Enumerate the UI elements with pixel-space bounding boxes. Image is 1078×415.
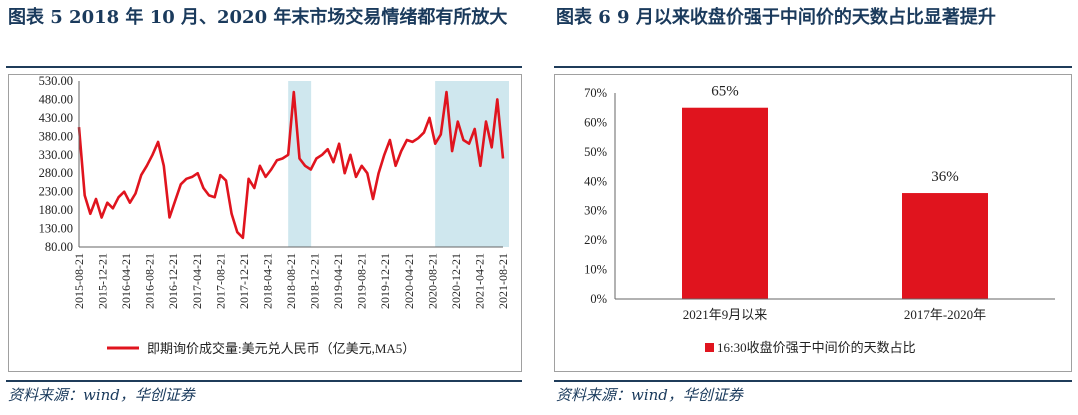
bar-chart: 0% 10% 20% 30% 40% 50% 60% 70% 65% 2021年9月以来 36% 2…	[584, 84, 1055, 355]
y-tick-label: 20%	[584, 233, 607, 247]
x-tick-label: 2018-12-21	[308, 253, 322, 309]
y-tick-label: 10%	[584, 263, 607, 277]
left-chart-frame: 80.00 130.00 180.00 230.00 280.00 330.00 380.0…	[8, 74, 522, 372]
x-tick-label: 2021-04-21	[472, 253, 486, 309]
right-source-note: 资料来源：wind，华创证券	[556, 386, 743, 404]
line-series-volume	[77, 90, 505, 240]
y-tick-label: 130.00	[39, 222, 73, 236]
left-title-rule	[6, 66, 522, 68]
line-chart: 80.00 130.00 180.00 230.00 280.00 330.00 380.0…	[39, 74, 510, 356]
x-category-label: 2021年9月以来	[683, 307, 768, 322]
y-tick-label: 280.00	[39, 166, 73, 180]
y-tick-label: 50%	[584, 145, 607, 159]
bar-legend-label: 16:30收盘价强于中间价的天数占比	[717, 340, 916, 355]
right-title-rule	[554, 66, 1072, 68]
x-tick-label: 2020-08-21	[425, 253, 439, 309]
x-tick-label: 2015-12-21	[96, 253, 110, 309]
x-tick-label: 2020-04-21	[402, 253, 416, 309]
bar-1	[682, 107, 768, 299]
y-tick-label: 530.00	[39, 75, 73, 88]
bar-data-label: 65%	[711, 84, 739, 100]
x-tick-label: 2017-08-21	[213, 253, 227, 309]
y-tick-label: 30%	[584, 204, 607, 218]
right-source-rule	[554, 380, 1072, 382]
highlight-band-1	[288, 81, 312, 247]
x-tick-label: 2016-04-21	[119, 253, 133, 309]
y-tick-label: 80.00	[45, 240, 73, 254]
x-tick-label: 2019-08-21	[355, 253, 369, 309]
x-tick-label: 2016-08-21	[143, 253, 157, 309]
right-figure-panel: 图表 6 9 月以来收盘价强于中间价的天数占比显著提升 0% 10% 20% 30% 4…	[548, 0, 1078, 415]
y-tick-label: 430.00	[39, 111, 73, 125]
x-tick-label: 2016-12-21	[166, 253, 180, 309]
y-tick-label: 0%	[590, 292, 607, 306]
y-tick-label: 230.00	[39, 185, 73, 199]
x-category-label: 2017年-2020年	[904, 307, 986, 322]
x-tick-label: 2019-04-21	[331, 253, 345, 309]
left-figure-title: 图表 5 2018 年 10 月、2020 年末市场交易情绪都有所放大	[8, 7, 508, 28]
left-figure-panel: 图表 5 2018 年 10 月、2020 年末市场交易情绪都有所放大 80.0…	[0, 0, 528, 415]
bar-legend-swatch	[705, 343, 714, 352]
left-source-rule	[6, 380, 522, 382]
bar-legend: 16:30收盘价强于中间价的天数占比	[705, 340, 916, 355]
x-tick-label: 2018-08-21	[284, 253, 298, 309]
y-tick-label: 40%	[584, 174, 607, 188]
y-tick-label: 480.00	[39, 92, 73, 106]
y-tick-label: 330.00	[39, 148, 73, 162]
x-tick-label: 2021-08-21	[496, 253, 510, 309]
line-legend-label: 即期询价成交量:美元兑人民币（亿美元,MA5）	[147, 341, 415, 356]
x-tick-label: 2017-04-21	[190, 253, 204, 309]
x-tick-label: 2017-12-21	[237, 253, 251, 309]
x-tick-label: 2020-12-21	[449, 253, 463, 309]
bar-data-label: 36%	[931, 169, 959, 185]
bar-2	[902, 193, 988, 299]
y-tick-label: 70%	[584, 86, 607, 100]
y-tick-label: 60%	[584, 115, 607, 129]
y-tick-label: 380.00	[39, 129, 73, 143]
line-legend: 即期询价成交量:美元兑人民币（亿美元,MA5）	[107, 341, 415, 356]
right-chart-frame: 0% 10% 20% 30% 40% 50% 60% 70% 65% 2021年9月以来 36% 2…	[554, 74, 1072, 372]
left-source-note: 资料来源：wind，华创证券	[8, 386, 195, 404]
x-tick-label: 2015-08-21	[72, 253, 86, 309]
y-tick-label: 180.00	[39, 203, 73, 217]
x-tick-label: 2019-12-21	[378, 253, 392, 309]
x-tick-label: 2018-04-21	[260, 253, 274, 309]
right-figure-title: 图表 6 9 月以来收盘价强于中间价的天数占比显著提升	[556, 7, 996, 28]
